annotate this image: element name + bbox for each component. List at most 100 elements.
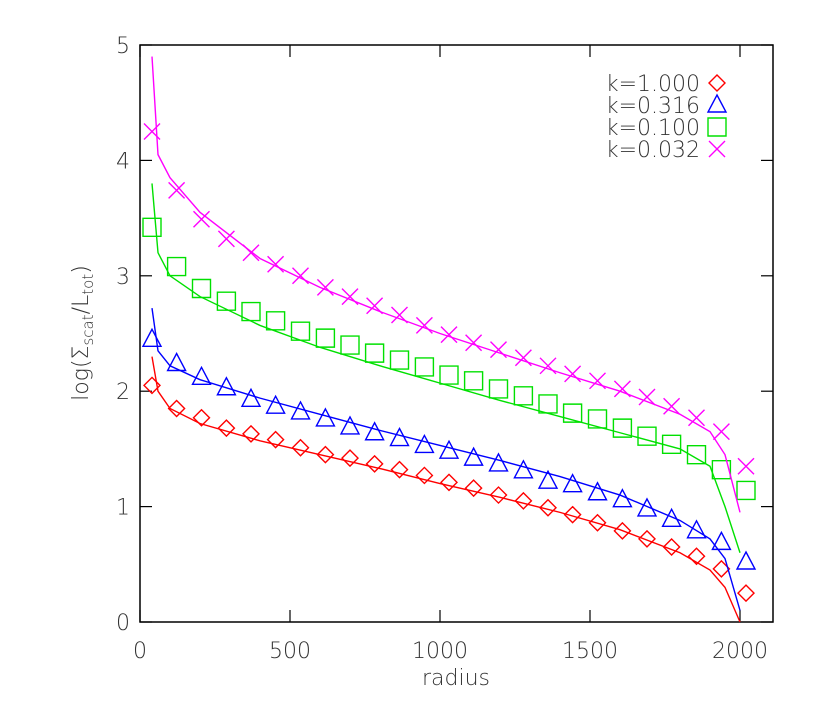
legend-label: k=0.032 <box>606 138 700 163</box>
y-tick-label: 4 <box>116 149 130 174</box>
data-point <box>513 459 534 479</box>
legend-label: k=0.100 <box>606 116 700 141</box>
y-label-part: log(Σ <box>69 346 94 401</box>
data-point <box>661 507 682 527</box>
data-point <box>143 123 161 141</box>
data-point <box>537 469 559 489</box>
y-tick-label: 0 <box>116 611 130 636</box>
data-point <box>440 473 458 492</box>
y-label-part: /L <box>69 295 94 315</box>
data-point <box>216 376 237 396</box>
data-point <box>438 439 460 459</box>
data-point <box>390 460 409 479</box>
data-point <box>488 379 509 399</box>
data-point <box>242 424 260 443</box>
y-label-subscript: tot <box>79 274 97 295</box>
y-tick-label: 3 <box>116 265 130 290</box>
data-point <box>364 343 385 363</box>
data-point <box>193 210 210 228</box>
data-point <box>414 357 435 377</box>
data-point <box>587 409 608 429</box>
data-point <box>242 244 260 262</box>
model-line <box>151 56 741 513</box>
data-point <box>637 426 657 446</box>
y-tick-label: 5 <box>116 34 130 59</box>
data-point <box>217 230 235 248</box>
y-label-part: ) <box>69 265 94 274</box>
data-point <box>290 400 311 420</box>
data-point <box>612 418 633 438</box>
model-line <box>151 356 741 623</box>
x-tick-label: 1000 <box>412 639 468 664</box>
data-point <box>267 255 285 273</box>
data-point <box>662 538 681 556</box>
legend-marker <box>708 140 726 158</box>
data-point <box>539 498 557 517</box>
data-point <box>539 357 557 375</box>
data-point <box>290 321 311 341</box>
data-point <box>141 327 163 347</box>
data-point <box>661 434 682 454</box>
data-point <box>564 365 582 383</box>
data-point <box>737 584 755 603</box>
data-point <box>711 530 732 551</box>
data-point <box>638 529 656 548</box>
data-point <box>687 547 706 566</box>
data-point <box>216 291 237 311</box>
data-point <box>143 376 161 395</box>
data-point <box>415 466 434 485</box>
data-point <box>488 452 509 472</box>
data-point <box>663 397 681 415</box>
data-point <box>613 380 631 398</box>
data-point <box>191 278 212 299</box>
data-point <box>266 430 285 449</box>
data-point <box>463 371 484 391</box>
data-point <box>389 350 410 370</box>
data-point <box>563 505 582 524</box>
data-point <box>465 334 483 352</box>
data-point <box>711 459 732 480</box>
legend-marker <box>707 117 727 137</box>
data-point <box>292 267 309 285</box>
data-point <box>391 306 408 324</box>
data-point <box>490 341 507 359</box>
data-point <box>735 550 757 570</box>
data-point <box>142 217 162 238</box>
data-point <box>341 288 359 306</box>
data-point <box>316 445 335 464</box>
data-point <box>538 394 558 414</box>
data-point <box>612 488 633 508</box>
data-point <box>712 423 730 441</box>
legend-marker <box>706 93 728 113</box>
data-point <box>241 301 261 322</box>
data-point <box>588 513 607 532</box>
x-tick-label: 1500 <box>562 639 618 664</box>
legend-label: k=0.316 <box>606 94 700 119</box>
data-point <box>217 419 236 438</box>
data-point <box>686 519 707 539</box>
data-point <box>365 454 384 473</box>
data-point <box>339 415 361 435</box>
y-axis-label: log(Σscat/Ltot) <box>69 265 97 401</box>
data-point <box>341 449 359 468</box>
plot-frame <box>139 44 774 623</box>
data-point <box>686 444 707 465</box>
data-point <box>316 278 334 296</box>
data-point <box>364 421 385 441</box>
data-point <box>414 433 435 454</box>
data-point <box>166 352 187 372</box>
data-point <box>589 372 606 390</box>
data-point <box>737 457 755 475</box>
data-point <box>514 491 533 510</box>
data-point <box>366 297 384 315</box>
y-label-subscript: scat <box>79 314 97 345</box>
data-point <box>167 399 186 418</box>
data-point <box>513 386 534 406</box>
model-line <box>151 183 741 553</box>
data-point <box>562 473 583 493</box>
data-point <box>315 407 336 427</box>
data-point <box>562 403 583 423</box>
legend-label: k=1.000 <box>606 72 700 97</box>
x-tick-label: 500 <box>269 639 311 664</box>
